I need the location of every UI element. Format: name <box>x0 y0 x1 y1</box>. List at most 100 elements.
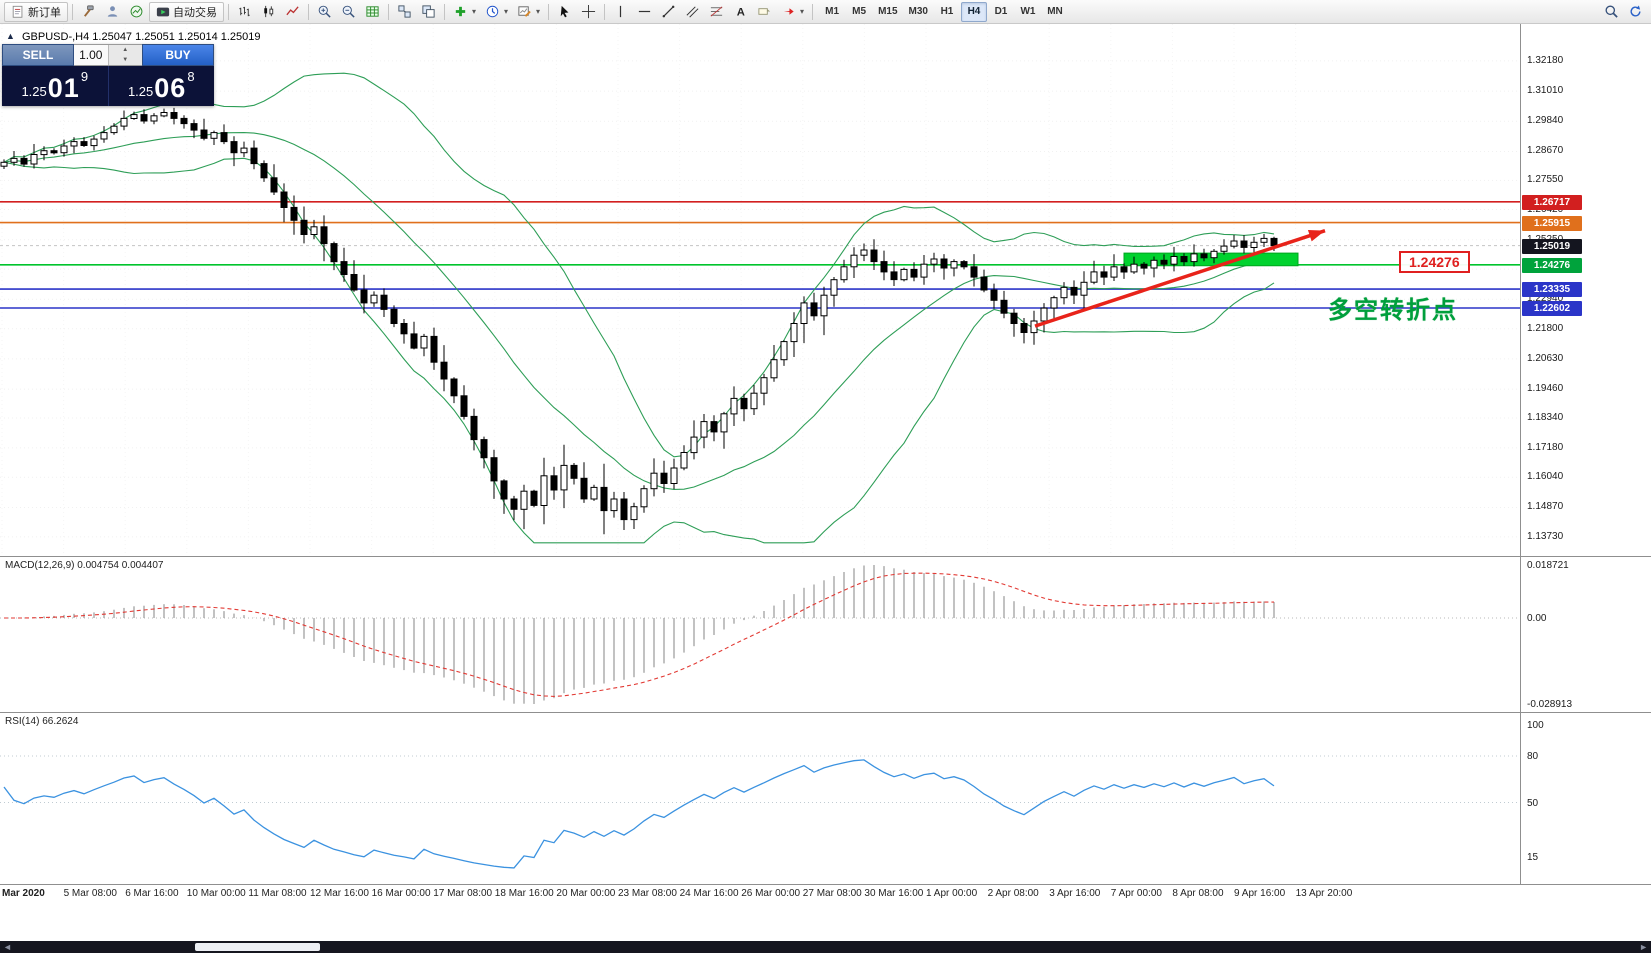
bar-chart-button[interactable] <box>233 2 256 22</box>
time-tick-label: 24 Mar 16:00 <box>679 888 739 899</box>
price-axis[interactable]: 1.321801.310101.298401.286701.275501.264… <box>1520 24 1651 884</box>
horizontal-scrollbar[interactable]: ◄ ► <box>0 941 1651 953</box>
bollinger-upper-band <box>3 72 1275 458</box>
crosshair-icon <box>581 4 596 19</box>
fibonacci-button[interactable] <box>705 2 728 22</box>
time-tick-label: 16 Mar 00:00 <box>371 888 431 899</box>
price-badge-1.23335: 1.23335 <box>1522 282 1582 298</box>
price-tick-label: 1.14870 <box>1527 501 1564 513</box>
buy-button[interactable]: BUY <box>142 44 214 66</box>
lot-value[interactable]: 1.00 <box>79 48 103 62</box>
timeframe-button-H4[interactable]: H4 <box>960 1 987 22</box>
fibonacci-icon <box>710 6 723 17</box>
profile-button[interactable] <box>101 2 124 22</box>
toolbar-separator <box>228 3 229 20</box>
trend-arrow-head <box>1307 229 1325 242</box>
trendline-button[interactable] <box>657 2 680 22</box>
sell-price[interactable]: 1.25 01 9 <box>2 66 109 106</box>
clock-icon <box>486 5 499 18</box>
timeframe-group: M1 M5 M15 M30 H1 H4 D1 W1 MN <box>819 1 1068 22</box>
stepper-up-icon[interactable]: ▲ <box>108 45 142 55</box>
cascade-windows-button[interactable] <box>417 2 440 22</box>
timeframe-button-D1[interactable]: D1 <box>988 2 1014 22</box>
one-click-collapse-icon[interactable]: ▲ <box>6 31 15 41</box>
vertical-line-icon <box>619 5 622 18</box>
buy-price-point: 8 <box>187 69 195 84</box>
crosshair-button[interactable] <box>577 2 600 22</box>
rsi-line <box>3 759 1275 869</box>
macd-signal-line <box>4 572 1274 697</box>
main-chart-canvas[interactable] <box>0 24 1520 556</box>
timeframe-button-M1[interactable]: M1 <box>819 2 845 22</box>
indicators-button[interactable]: ▾ <box>449 2 480 22</box>
chart-window[interactable]: ▲ GBPUSD-,H4 1.25047 1.25051 1.25014 1.2… <box>0 24 1651 953</box>
price-tick-label: 1.27550 <box>1527 174 1564 186</box>
new-order-button[interactable]: 新订单 <box>4 1 68 22</box>
panel-separator[interactable] <box>0 712 1651 713</box>
price-badge-1.22602: 1.22602 <box>1522 301 1582 316</box>
template-button[interactable]: ▾ <box>513 2 544 22</box>
line-chart-icon <box>286 6 299 16</box>
stepper-down-icon[interactable]: ▼ <box>108 55 142 65</box>
channel-button[interactable] <box>681 2 704 22</box>
buy-price[interactable]: 1.25 06 8 <box>109 66 215 106</box>
macd-scale-top: 0.018721 <box>1527 560 1569 571</box>
time-tick-label: 7 Apr 00:00 <box>1110 888 1162 899</box>
label-button[interactable] <box>753 2 776 22</box>
shapes-button[interactable]: ▾ <box>777 2 808 22</box>
lot-size-field[interactable]: 1.00 ▲ ▼ <box>74 44 142 66</box>
grid-button[interactable] <box>361 2 384 22</box>
time-tick-label: 26 Mar 00:00 <box>741 888 801 899</box>
timeframe-button-H1[interactable]: H1 <box>934 2 960 22</box>
macd-scale-zero: 0.00 <box>1527 613 1547 625</box>
price-tick-label: 1.22940 <box>1527 293 1564 305</box>
refresh-button[interactable] <box>1624 2 1647 22</box>
zoom-out-icon <box>342 5 355 18</box>
text-button[interactable]: A <box>729 2 752 22</box>
price-tick-label: 1.32180 <box>1527 54 1564 66</box>
vertical-line-button[interactable] <box>609 2 632 22</box>
search-button[interactable] <box>1600 2 1623 22</box>
cursor-button[interactable] <box>553 2 576 22</box>
sell-button[interactable]: SELL <box>2 44 74 66</box>
horizontal-line-button[interactable] <box>633 2 656 22</box>
price-badge-1.24276: 1.24276 <box>1522 257 1582 273</box>
toolbar-separator <box>72 3 73 20</box>
lot-stepper[interactable]: ▲ ▼ <box>107 45 142 65</box>
sell-price-base: 1.25 <box>21 84 47 99</box>
label-tag-icon <box>758 8 771 15</box>
price-tick-label: 1.31010 <box>1527 85 1564 97</box>
timeframe-button-W1[interactable]: W1 <box>1015 2 1041 22</box>
candlestick-chart-button[interactable] <box>257 2 280 22</box>
timeframe-button-M15[interactable]: M15 <box>873 2 902 22</box>
scroll-left-icon[interactable]: ◄ <box>3 942 12 952</box>
line-chart-button[interactable] <box>281 2 304 22</box>
macd-panel-canvas[interactable] <box>0 557 1520 712</box>
market-watch-button[interactable] <box>125 2 148 22</box>
auto-trading-button[interactable]: 自动交易 <box>149 1 224 22</box>
scrollbar-thumb[interactable] <box>195 943 320 951</box>
time-axis[interactable]: Mar 2020 5 Mar 08:00 6 Mar 16:00 10 Mar 00:… <box>0 886 1651 902</box>
time-tick-label: 20 Mar 00:00 <box>556 888 616 899</box>
macd-indicator-label: MACD(12,26,9) 0.004754 0.004407 <box>5 560 164 571</box>
period-button[interactable]: ▾ <box>481 2 512 22</box>
rsi-panel-canvas[interactable] <box>0 713 1520 884</box>
timeframe-button-M5[interactable]: M5 <box>846 2 872 22</box>
scroll-right-icon[interactable]: ► <box>1639 942 1648 952</box>
price-tick-label: 1.19460 <box>1527 383 1564 395</box>
zoom-out-button[interactable] <box>337 2 360 22</box>
level-annotation-box[interactable]: 1.24276 <box>1399 251 1470 273</box>
timeframe-button-MN[interactable]: MN <box>1042 2 1068 22</box>
panel-separator[interactable] <box>0 556 1651 557</box>
dropdown-caret-icon: ▾ <box>472 7 477 16</box>
timeframe-button-M30[interactable]: M30 <box>904 2 933 22</box>
time-tick-label: 1 Apr 00:00 <box>926 888 978 899</box>
tools-button[interactable] <box>77 2 100 22</box>
toolbar-separator <box>308 3 309 20</box>
tile-windows-button[interactable] <box>393 2 416 22</box>
rsi-scale-label: 80 <box>1527 751 1539 762</box>
globe-chart-icon <box>130 5 143 18</box>
turning-point-annotation[interactable]: 多空转折点 <box>1328 297 1458 324</box>
zoom-in-button[interactable] <box>313 2 336 22</box>
price-badge-1.26717: 1.26717 <box>1522 194 1582 210</box>
